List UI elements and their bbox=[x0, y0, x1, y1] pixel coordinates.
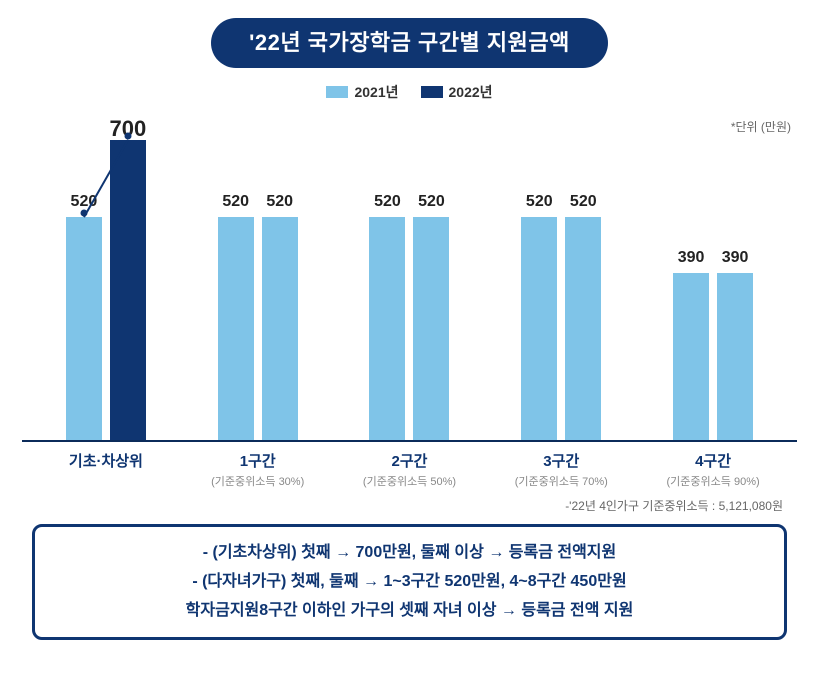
category-sub: (기준중위소득 30%) bbox=[198, 473, 318, 489]
bar-group: 520520 bbox=[369, 138, 449, 440]
bar-wrap: 520 bbox=[218, 138, 254, 440]
bar-value-label: 520 bbox=[71, 193, 98, 211]
bar: 520 bbox=[369, 217, 405, 440]
bar-value-label: 520 bbox=[570, 193, 597, 211]
chart-title: '22년 국가장학금 구간별 지원금액 bbox=[211, 18, 608, 68]
category-name: 1구간 bbox=[198, 450, 318, 471]
note-line: - (다자녀가구) 첫째, 둘째 → 1~3구간 520만원, 4~8구간 45… bbox=[57, 568, 762, 597]
note-line: 학자금지원8구간 이하인 가구의 셋째 자녀 이상 → 등록금 전액 지원 bbox=[57, 597, 762, 626]
bar-value-label: 390 bbox=[678, 249, 705, 267]
bar-wrap: 700 bbox=[110, 138, 146, 440]
category-sub: (기준중위소득 70%) bbox=[501, 473, 621, 489]
bar-value-label: 520 bbox=[418, 193, 445, 211]
bar: 700 bbox=[110, 140, 146, 440]
category-label: 4구간 (기준중위소득 90%) bbox=[653, 450, 773, 489]
note-line: - (기초차상위) 첫째 → 700만원, 둘째 이상 → 등록금 전액지원 bbox=[57, 539, 762, 568]
bar-wrap: 520 bbox=[413, 138, 449, 440]
footnote: -'22년 4인가구 기준중위소득 : 5,121,080원 bbox=[22, 497, 783, 514]
bar-value-label: 390 bbox=[722, 249, 749, 267]
legend-label: 2022년 bbox=[449, 82, 493, 102]
notes-box: - (기초차상위) 첫째 → 700만원, 둘째 이상 → 등록금 전액지원- … bbox=[32, 524, 787, 640]
category-name: 기초·차상위 bbox=[46, 450, 166, 471]
bar-wrap: 520 bbox=[369, 138, 405, 440]
bar: 520 bbox=[262, 217, 298, 440]
bar: 520 bbox=[521, 217, 557, 440]
category-label: 3구간 (기준중위소득 70%) bbox=[501, 450, 621, 489]
bar: 520 bbox=[218, 217, 254, 440]
bar-chart: *단위 (만원) 520700520520520520520520390390 bbox=[22, 112, 797, 442]
category-name: 4구간 bbox=[653, 450, 773, 471]
category-name: 2구간 bbox=[349, 450, 469, 471]
category-label: 1구간 (기준중위소득 30%) bbox=[198, 450, 318, 489]
bar-group: 520520 bbox=[521, 138, 601, 440]
category-label: 2구간 (기준중위소득 50%) bbox=[349, 450, 469, 489]
bar-top-dot bbox=[124, 133, 131, 140]
legend-label: 2021년 bbox=[354, 82, 398, 102]
category-sub: (기준중위소득 90%) bbox=[653, 473, 773, 489]
bar-top-dot bbox=[80, 210, 87, 217]
legend-item: 2021년 bbox=[326, 82, 398, 102]
bar-value-label: 520 bbox=[526, 193, 553, 211]
bar-wrap: 520 bbox=[262, 138, 298, 440]
bar: 520 bbox=[66, 217, 102, 440]
legend: 2021년 2022년 bbox=[22, 82, 797, 102]
category-name: 3구간 bbox=[501, 450, 621, 471]
bar-wrap: 520 bbox=[66, 138, 102, 440]
legend-item: 2022년 bbox=[421, 82, 493, 102]
bar-value-label: 520 bbox=[374, 193, 401, 211]
bar-wrap: 390 bbox=[673, 138, 709, 440]
bar-group: 520700 bbox=[66, 138, 146, 440]
category-label: 기초·차상위 bbox=[46, 450, 166, 489]
bar: 390 bbox=[673, 273, 709, 440]
bar-value-label: 520 bbox=[222, 193, 249, 211]
bar: 520 bbox=[565, 217, 601, 440]
bar: 390 bbox=[717, 273, 753, 440]
x-axis-labels: 기초·차상위 1구간 (기준중위소득 30%) 2구간 (기준중위소득 50%) 3구간 (… bbox=[22, 450, 797, 489]
bar-wrap: 520 bbox=[565, 138, 601, 440]
category-sub: (기준중위소득 50%) bbox=[349, 473, 469, 489]
bar-wrap: 390 bbox=[717, 138, 753, 440]
legend-swatch bbox=[326, 86, 348, 98]
bar-wrap: 520 bbox=[521, 138, 557, 440]
bar-value-label: 520 bbox=[266, 193, 293, 211]
unit-label: *단위 (만원) bbox=[731, 118, 791, 135]
bar-group: 520520 bbox=[218, 138, 298, 440]
bar: 520 bbox=[413, 217, 449, 440]
bar-group: 390390 bbox=[673, 138, 753, 440]
legend-swatch bbox=[421, 86, 443, 98]
